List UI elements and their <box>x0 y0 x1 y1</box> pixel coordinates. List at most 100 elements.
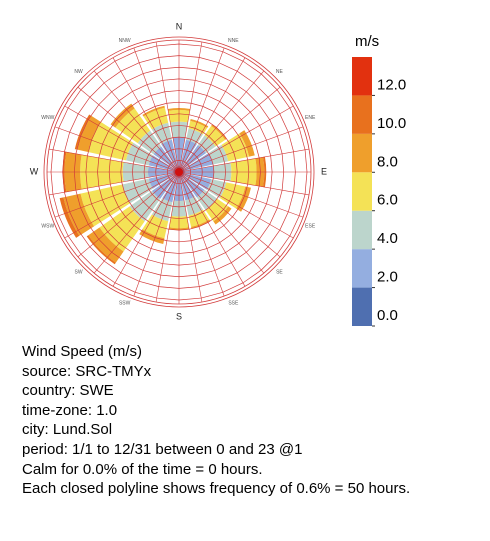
spoke <box>93 70 180 173</box>
spoke <box>178 171 265 274</box>
direction-label: NE <box>276 69 284 75</box>
spoke <box>133 47 180 173</box>
direction-label: SW <box>75 270 83 276</box>
wedge <box>76 115 101 153</box>
colorbar-segment <box>352 249 372 288</box>
wedge <box>182 144 207 169</box>
spoke <box>155 41 180 173</box>
spoke <box>178 171 310 196</box>
colorbar-title: m/s <box>355 33 379 50</box>
wedge <box>191 219 211 229</box>
spoke <box>64 171 180 239</box>
center <box>175 168 183 176</box>
spoke <box>133 171 180 297</box>
spoke <box>178 70 265 173</box>
caption-line: Each closed polyline shows frequency of … <box>22 480 411 498</box>
direction-label: ESE <box>305 224 316 230</box>
wedge <box>129 190 161 222</box>
wedge <box>148 173 175 189</box>
wedge <box>99 206 145 252</box>
spoke <box>178 47 225 173</box>
colorbar-tick-label: 10.0 <box>377 115 406 132</box>
wedge <box>180 139 197 168</box>
wedge <box>188 209 210 227</box>
outer-ring <box>46 39 312 305</box>
spoke <box>155 171 180 303</box>
colorbar-tick-label: 12.0 <box>377 76 406 93</box>
colorbar-tick-label: 0.0 <box>377 307 398 324</box>
spoke <box>54 171 180 218</box>
spoke <box>77 171 180 258</box>
colorbar-tick-label: 2.0 <box>377 269 398 286</box>
wedge <box>115 108 151 144</box>
wedge <box>88 121 134 161</box>
caption-line: Wind Speed (m/s) <box>22 343 143 360</box>
colorbar-tick-label: 8.0 <box>377 153 398 170</box>
caption-line: source: SRC-TMYx <box>22 362 152 380</box>
spoke <box>54 126 180 173</box>
wedge <box>153 146 176 169</box>
direction-label: N <box>176 21 183 31</box>
caption-line: time-zone: 1.0 <box>22 401 118 419</box>
wedge <box>211 124 227 140</box>
direction-label: WNW <box>41 115 54 121</box>
colorbar-tick-label: 4.0 <box>377 230 398 247</box>
wedge <box>86 235 116 265</box>
caption-line: Calm for 0.0% of the time = 0 hours. <box>22 460 263 478</box>
wedge <box>110 103 135 128</box>
direction-label: NNE <box>228 38 239 44</box>
wedge <box>182 175 205 198</box>
direction-label: E <box>321 166 327 176</box>
wedge <box>88 227 124 263</box>
spoke <box>178 148 310 173</box>
colorbar-segment <box>352 133 372 173</box>
direction-label: NW <box>74 69 83 75</box>
wedge <box>137 130 162 155</box>
direction-label: WSW <box>41 224 54 230</box>
spoke <box>178 171 304 218</box>
wedge <box>205 198 229 222</box>
wedge <box>162 176 178 203</box>
wedge <box>197 135 216 154</box>
spoke <box>48 148 180 173</box>
wedge <box>122 178 153 204</box>
spoke <box>178 126 304 173</box>
wedge <box>239 130 255 157</box>
spoke <box>178 171 225 297</box>
spoke <box>178 171 281 258</box>
direction-label: NNW <box>119 38 131 44</box>
spoke <box>178 171 203 303</box>
direction-label: S <box>176 311 182 321</box>
outer-ring <box>43 36 315 308</box>
spoke <box>178 57 246 173</box>
wedge <box>142 214 169 239</box>
spoke <box>178 41 203 173</box>
wedge <box>183 153 214 171</box>
spoke <box>178 171 246 287</box>
direction-label: W <box>30 166 39 176</box>
colorbar-segment <box>352 95 372 134</box>
spoke <box>93 171 180 274</box>
direction-label: SE <box>276 270 283 276</box>
wedge <box>142 105 165 117</box>
colorbar-tick-label: 6.0 <box>377 192 398 209</box>
spoke <box>77 86 180 173</box>
colorbar-segment <box>352 287 372 326</box>
colorbar-segment <box>352 57 372 96</box>
colorbar-segment <box>352 172 372 211</box>
wedge <box>161 139 178 168</box>
direction-label: ENE <box>305 115 316 121</box>
colorbar-segment <box>352 210 372 250</box>
wedge <box>74 114 91 150</box>
spoke <box>178 105 294 173</box>
direction-label: SSE <box>228 301 239 307</box>
wedge <box>151 175 176 200</box>
spoke <box>112 57 180 173</box>
wedge <box>148 155 175 171</box>
caption-line: period: 1/1 to 12/31 between 0 and 23 @1 <box>22 441 303 458</box>
chart: N NNE NE ENE E ESE SE SSE S SSW SW WSW W WNW NW NNW m/s 0… <box>30 21 406 327</box>
wedge <box>183 173 212 190</box>
wedge <box>59 197 80 238</box>
direction-label: SSW <box>119 301 131 307</box>
